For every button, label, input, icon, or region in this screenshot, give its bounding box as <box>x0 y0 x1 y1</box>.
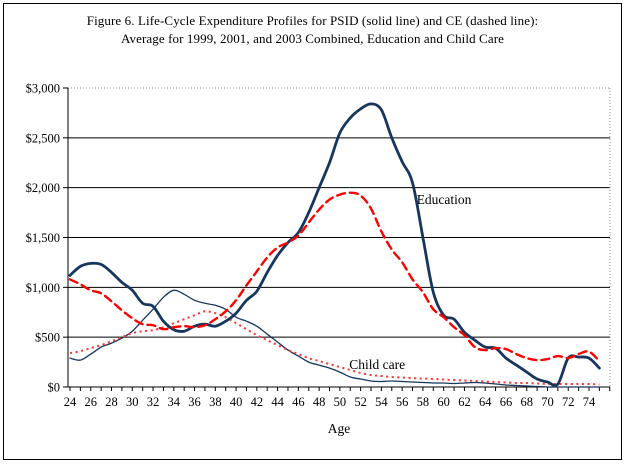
figure-title-line1: Figure 6. Life-Cycle Expenditure Profile… <box>86 13 539 28</box>
annotations: Education Child care <box>349 192 471 372</box>
x-tick-label: 58 <box>417 395 430 409</box>
x-tick-label: 70 <box>541 395 554 409</box>
x-tick-marks <box>69 387 611 391</box>
series-child-care-ce-dotted <box>69 310 600 386</box>
x-tick-label: 60 <box>437 395 450 409</box>
x-tick-label: 46 <box>292 395 305 409</box>
x-tick-label: 68 <box>520 395 533 409</box>
x-tick-label: 52 <box>354 395 367 409</box>
annotation-education: Education <box>417 192 472 207</box>
x-tick-label: 50 <box>334 395 347 409</box>
x-tick-label: 34 <box>168 395 181 409</box>
x-tick-label: 44 <box>271 395 284 409</box>
x-tick-label: 56 <box>396 395 409 409</box>
x-tick-label: 74 <box>583 395 596 409</box>
x-tick-label: 72 <box>562 395 575 409</box>
x-tick-label: 28 <box>105 395 118 409</box>
x-tick-label: 64 <box>479 395 492 409</box>
y-tick-labels: $0 $500 $1,000 $1,500 $2,000 $2,500 $3,000 <box>26 82 68 395</box>
series <box>68 102 601 388</box>
y-tick-label: $1,000 <box>26 281 60 295</box>
x-tick-label: 30 <box>126 395 139 409</box>
x-axis-title-group: Age <box>328 421 351 436</box>
y-tick-label: $2,000 <box>26 181 60 195</box>
x-tick-label: 54 <box>375 395 388 409</box>
x-tick-label: 26 <box>85 395 98 409</box>
annotation-child-care: Child care <box>349 357 405 372</box>
x-tick-label: 42 <box>251 395 264 409</box>
x-axis-title: Age <box>328 421 351 436</box>
series-child-care-psid-solid <box>69 289 601 388</box>
x-tick-label: 36 <box>188 395 201 409</box>
x-tick-label: 48 <box>313 395 326 409</box>
x-tick-label: 62 <box>458 395 471 409</box>
y-tick-label: $0 <box>48 381 61 395</box>
x-tick-label: 24 <box>64 395 77 409</box>
x-tick-label: 66 <box>500 395 513 409</box>
x-tick-labels: 24 26 28 30 32 34 36 38 40 42 44 46 48 50 52 54 56 58 60 62… <box>64 395 596 409</box>
y-tick-label: $1,500 <box>26 231 60 245</box>
y-tick-label: $500 <box>35 331 60 345</box>
y-tick-label: $3,000 <box>26 82 60 96</box>
y-tick-label: $2,500 <box>26 131 60 145</box>
x-tick-label: 40 <box>230 395 243 409</box>
series-education-psid-solid <box>68 102 601 387</box>
x-tick-label: 32 <box>147 395 160 409</box>
x-tick-label: 38 <box>209 395 222 409</box>
series-education-ce-dashed <box>68 191 601 363</box>
figure-title-line2: Average for 1999, 2001, and 2003 Combine… <box>120 31 504 46</box>
